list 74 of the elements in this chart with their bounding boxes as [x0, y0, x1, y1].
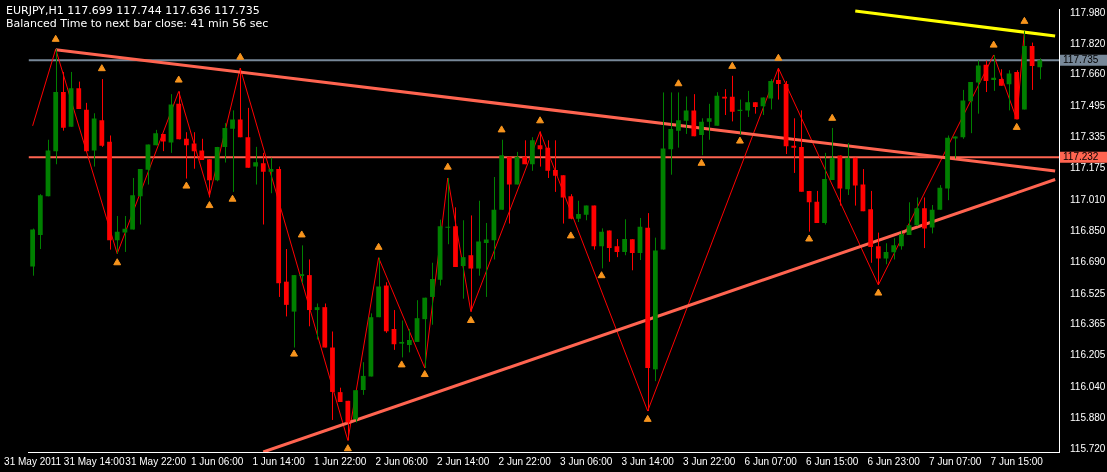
point: [420, 370, 429, 378]
y-tick-label: 117.010: [1070, 193, 1106, 205]
y-tick-label: 116.525: [1070, 287, 1106, 299]
point: [566, 231, 575, 239]
y-tick-label: 117.335: [1070, 131, 1106, 143]
candlestick: [875, 232, 881, 286]
x-tick-label: 31 May 14:00: [63, 455, 125, 467]
y-tick-label: 117.660: [1070, 68, 1106, 80]
y-tick-label: 115.720: [1070, 443, 1106, 455]
point: [182, 181, 191, 189]
x-tick-label: 31 May 2011: [4, 455, 62, 467]
y-tick-label: 115.880: [1070, 412, 1106, 424]
point: [1012, 122, 1021, 130]
point: [343, 444, 352, 452]
point: [828, 113, 837, 121]
x-tick-label: 2 Jun 14:00: [437, 455, 490, 467]
point: [674, 79, 683, 87]
annotation: Balanced Time to next bar close: 41 min 56 sec: [6, 17, 269, 30]
x-tick-label: 6 Jun 23:00: [867, 455, 921, 467]
candlestick: [706, 103, 712, 141]
point: [497, 125, 506, 133]
y-tick-label: 116.365: [1070, 318, 1106, 330]
point: [297, 230, 306, 238]
point: [728, 61, 737, 69]
point: [374, 242, 383, 250]
x-tick-label: 1 Jun 06:00: [191, 455, 244, 467]
point: [1020, 16, 1029, 24]
point: [989, 40, 998, 48]
x-tick-label: 1 Jun 22:00: [314, 455, 367, 467]
ref-line-label: 117.232: [1063, 151, 1099, 163]
candlestick: [253, 146, 258, 186]
x-tick-label: 2 Jun 06:00: [375, 455, 429, 467]
point: [536, 116, 545, 124]
y-tick-label: 116.850: [1070, 224, 1106, 236]
y-tick-label: 117.495: [1070, 100, 1106, 112]
point: [97, 64, 106, 72]
point: [597, 271, 606, 279]
x-tick-label: 2 Jun 22:00: [498, 455, 552, 467]
y-tick-label: 117.980: [1070, 6, 1106, 18]
point: [51, 34, 60, 42]
y-tick-label: 117.175: [1070, 162, 1106, 174]
point: [466, 315, 475, 323]
x-tick-label: 3 Jun 14:00: [621, 455, 675, 467]
y-tick-label: 116.205: [1070, 349, 1106, 361]
ref-line-label: 117.735: [1063, 53, 1099, 65]
point: [735, 136, 744, 144]
point: [805, 234, 814, 242]
point: [643, 414, 652, 422]
point: [443, 162, 452, 170]
candlestick: [399, 319, 405, 358]
point: [397, 360, 406, 368]
point: [228, 194, 237, 202]
x-tick-label: 3 Jun 22:00: [683, 455, 736, 467]
point: [290, 349, 298, 357]
point: [874, 288, 883, 296]
candlestick: [230, 109, 235, 193]
x-tick-label: 1 Jun 14:00: [252, 455, 306, 467]
x-tick-label: 6 Jun 15:00: [806, 455, 859, 467]
point: [236, 52, 245, 60]
point: [774, 53, 783, 61]
x-tick-label: 6 Jun 07:00: [744, 455, 798, 467]
chart-title: EURJPY,H1 117.699 117.744 117.636 117.735: [6, 4, 260, 17]
x-tick-label: 7 Jun 15:00: [990, 455, 1044, 467]
y-tick-label: 117.820: [1070, 37, 1106, 49]
point: [697, 158, 706, 166]
candlestick: [998, 68, 1004, 87]
y-tick-label: 116.690: [1070, 255, 1106, 267]
x-tick-label: 31 May 22:00: [125, 455, 187, 467]
x-tick-label: 7 Jun 07:00: [929, 455, 982, 467]
point: [174, 75, 183, 83]
point: [113, 258, 122, 266]
y-tick-label: 116.040: [1070, 381, 1106, 393]
point: [205, 201, 214, 209]
x-tick-label: 3 Jun 06:00: [560, 455, 613, 467]
